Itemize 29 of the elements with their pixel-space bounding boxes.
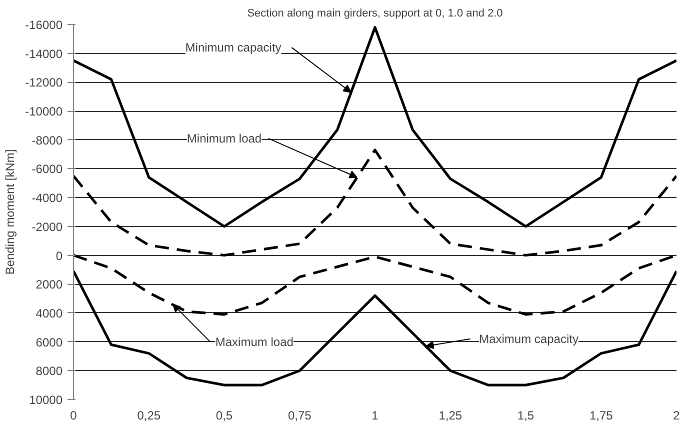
x-tick-label: 0,5 — [216, 408, 233, 422]
y-tick-label: -2000 — [32, 220, 63, 234]
x-tick-label: 2 — [673, 408, 680, 422]
y-tick-label: -6000 — [32, 162, 63, 176]
y-tick-label: -10000 — [25, 104, 63, 119]
y-tick-label: 2000 — [36, 278, 63, 292]
x-tick-label: 0 — [70, 408, 78, 422]
y-tick-label: -14000 — [25, 46, 63, 61]
x-tick-label: 1 — [372, 408, 379, 422]
x-tick-label: 1,25 — [438, 408, 462, 422]
y-tick-label: -8000 — [32, 133, 63, 148]
x-tick-label: 0,25 — [137, 408, 161, 422]
y-tick-label: 8000 — [36, 364, 63, 378]
annotation: Maximum capacity — [479, 332, 578, 346]
annotation: Minimum capacity — [185, 40, 282, 55]
annotation: Minimum load — [186, 131, 262, 146]
y-tick-label: 4000 — [36, 306, 63, 320]
y-axis-title: Bending moment [kNm] — [3, 149, 18, 275]
chart-title: Section along main girders, support at 0, 1.0 and 2.0 — [247, 8, 503, 20]
annotation: Maximum load — [215, 334, 294, 349]
y-tick-label: 6000 — [36, 335, 63, 350]
y-tick-label: 10000 — [29, 393, 63, 407]
y-tick-label: 0 — [56, 248, 63, 263]
x-tick-label: 1,75 — [589, 408, 614, 422]
y-tick-label: -12000 — [25, 76, 63, 90]
y-tick-label: -16000 — [25, 18, 63, 32]
x-tick-label: 1,5 — [517, 408, 534, 422]
x-tick-label: 0,75 — [288, 408, 312, 422]
y-tick-label: -4000 — [32, 191, 63, 206]
